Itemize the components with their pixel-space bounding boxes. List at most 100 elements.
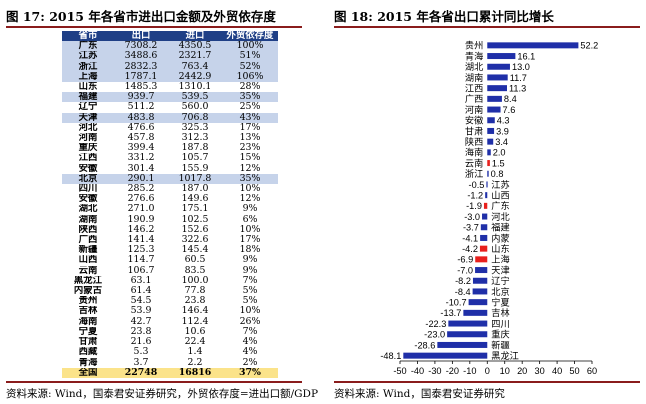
category-label: 福建 [491,222,509,234]
cell-import: 16816 [168,367,222,378]
value-label: -1.2 [467,190,483,200]
cell-province: 安徽 [78,194,98,205]
x-tick-label: 30 [535,366,545,376]
cell-export: 276.6 [127,194,155,205]
cell-trade-dependence: 43% [222,112,278,123]
cell-import: 560.0 [181,102,209,113]
cell-import: 23.8 [184,296,206,307]
cell-trade-dependence: 5% [242,296,258,307]
cell-province: 河北 [78,122,98,133]
cell-province: 贵州 [78,296,98,307]
cell-export: 331.2 [127,153,155,164]
header-import: 进口 [168,31,222,42]
category-label: 上海 [491,254,509,266]
table-row: 辽宁 511.2 560.0 25% [62,102,278,112]
cell-trade-dependence: 35% [222,173,278,185]
cell-export: 290.1 [114,173,168,185]
cell-province: 内蒙古 [73,286,103,297]
x-tick-label: -30 [428,366,441,376]
cell-trade-dependence: 17% [239,235,261,246]
table-row: 新疆 125.3 145.4 18% [62,245,278,255]
cell-province: 山西 [78,255,98,266]
cell-import: 763.4 [168,61,222,72]
category-label: 江西 [465,83,483,94]
cell-import: 105.7 [181,153,209,164]
category-label: 青海 [465,50,483,62]
header-export: 出口 [114,31,168,42]
cell-province: 黑龙江 [73,275,103,286]
cell-import: 146.4 [181,306,209,317]
cell-export: 190.9 [127,214,155,225]
bar [487,53,516,60]
cell-import: 155.9 [181,163,209,174]
table-row: 江苏 3488.6 2321.7 51% [62,51,278,62]
table-total-row: 全国 22748 16816 37% [62,367,278,378]
cell-province: 浙江 [62,61,114,72]
bar [475,256,488,263]
cell-province: 天津 [62,112,114,123]
cell-import: 706.8 [168,112,222,123]
cell-trade-dependence: 9% [242,204,258,215]
left-source-rule [6,381,302,383]
x-tick-label: 40 [552,366,562,376]
cell-import: 77.8 [184,286,206,297]
cell-trade-dependence: 4% [242,337,258,348]
cell-trade-dependence: 9% [242,265,258,276]
x-tick-label: 10 [500,366,510,376]
bar [487,170,489,177]
cell-export: 271.0 [127,204,155,215]
value-label: 3.4 [495,137,508,147]
cell-trade-dependence: 35% [222,92,278,103]
value-label: 3.9 [496,126,509,136]
cell-import: 22.4 [184,337,206,348]
category-label: 辽宁 [491,275,509,287]
table-row: 陕西 146.2 152.6 10% [62,225,278,235]
cell-export: 21.6 [130,337,152,348]
cell-export: 61.4 [130,286,152,297]
value-label: -10.7 [446,297,467,307]
x-tick-label: 60 [587,366,597,376]
value-label: -3.7 [463,223,479,233]
table-row: 浙江 2832.3 763.4 52% [62,61,278,72]
cell-import: 187.0 [181,184,209,195]
bar [487,63,510,70]
cell-export: 141.4 [127,235,155,246]
value-label: 0.8 [491,169,504,179]
cell-trade-dependence: 26% [239,316,261,327]
bar [479,245,488,252]
category-label: 安徽 [465,115,483,127]
cell-export: 476.6 [127,122,155,133]
cell-import: 2442.9 [168,71,222,83]
cell-export: 285.2 [127,184,155,195]
cell-export: 53.9 [130,306,152,317]
cell-province: 湖北 [78,204,98,215]
cell-province: 海南 [78,316,98,327]
cell-import: 100.0 [181,275,209,286]
bar [437,341,488,348]
cell-import: 1017.8 [168,173,222,185]
table-row: 云南 106.7 83.5 9% [62,266,278,276]
cell-trade-dependence: 52% [222,61,278,72]
cell-export: 22748 [114,367,168,378]
cell-province: 湖南 [78,214,98,225]
value-label: -7.0 [457,265,473,275]
cell-province: 福建 [62,92,114,103]
cell-province: 江西 [78,153,98,164]
table-row: 甘肃 21.6 22.4 4% [62,337,278,347]
category-label: 湖北 [465,62,483,73]
bar [480,224,488,231]
cell-import: 10.6 [184,326,206,337]
export-growth-chart: 贵州 52.2 青海 16.1 湖北 13.0 湖南 11.7 江西 11.3 广西 8.4 河南 7.6… [380,40,598,376]
value-label: -0.5 [469,180,485,190]
cell-province: 广西 [78,235,98,246]
cell-import: 187.8 [181,143,209,154]
cell-trade-dependence: 37% [222,367,278,378]
cell-export: 114.7 [127,255,155,266]
table-row: 广西 141.4 322.6 17% [62,235,278,245]
cell-export: 511.2 [127,102,155,113]
value-label: 2.0 [493,148,506,158]
right-figure-title: 图 18: 2015 年各省出口累计同比增长 [334,9,554,24]
value-label: 13.0 [512,62,530,72]
table-row: 四川 285.2 187.0 10% [62,184,278,194]
cell-trade-dependence: 13% [239,133,261,144]
